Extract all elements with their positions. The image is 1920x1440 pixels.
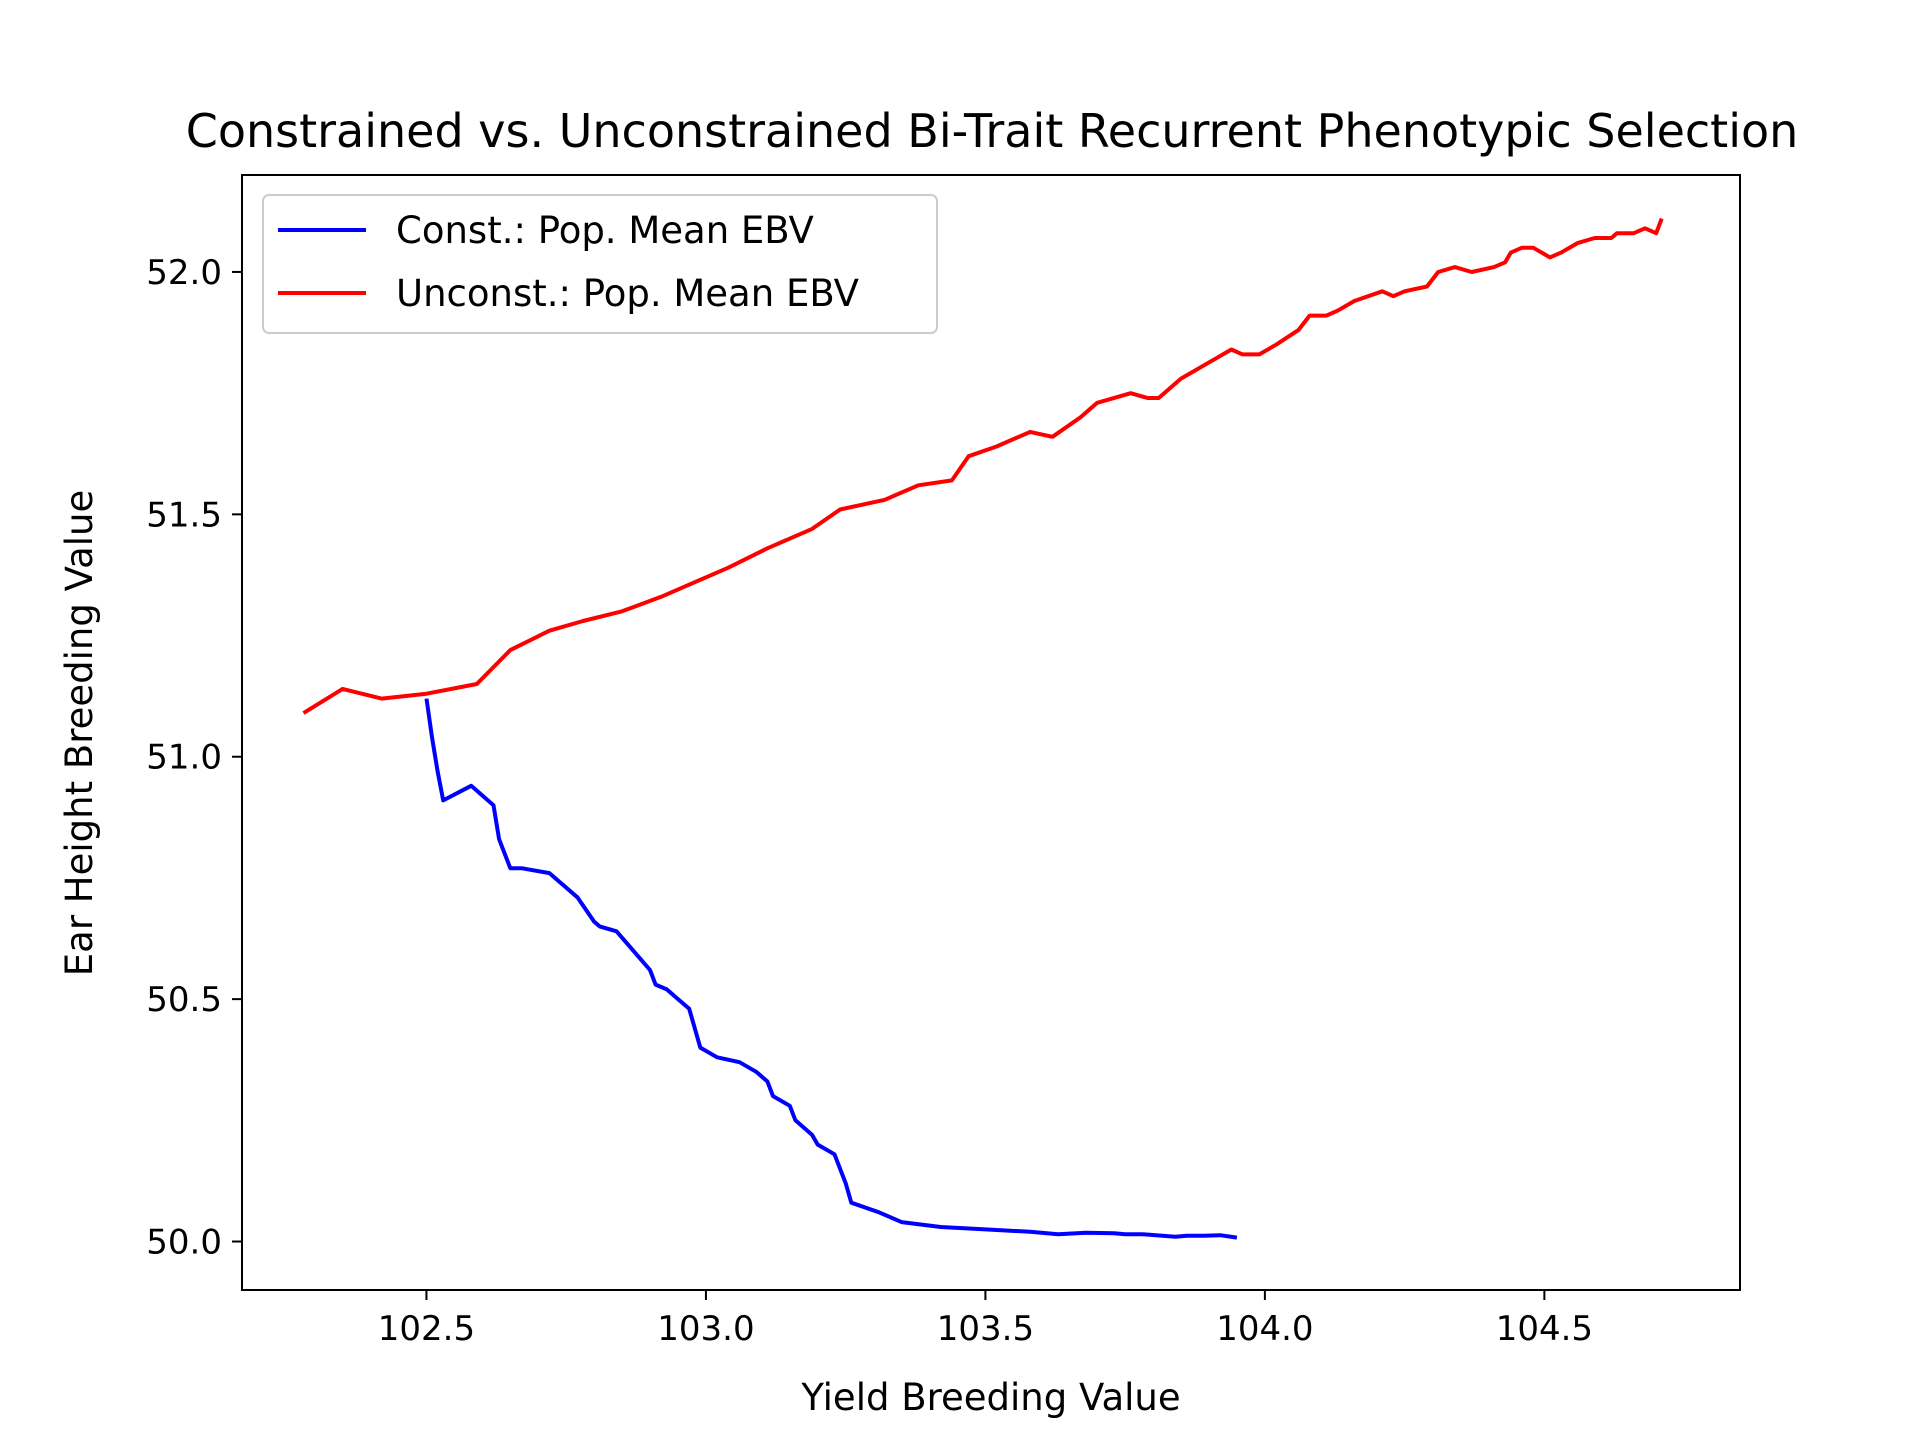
y-tick-label: 50.5 xyxy=(146,980,222,1020)
legend-label-unconst: Unconst.: Pop. Mean EBV xyxy=(396,272,859,315)
x-tick-label: 103.5 xyxy=(937,1309,1034,1349)
y-tick-label: 50.0 xyxy=(146,1223,222,1263)
chart-title: Constrained vs. Unconstrained Bi-Trait R… xyxy=(186,104,1799,158)
legend-box xyxy=(262,194,938,334)
legend: Const.: Pop. Mean EBV Unconst.: Pop. Mea… xyxy=(262,194,938,334)
series-line-1 xyxy=(302,217,1664,715)
y-axis-ticks: 50.0 50.5 51.0 51.5 52.0 xyxy=(146,253,242,1263)
x-axis-ticks: 102.5 103.0 103.5 104.0 104.5 xyxy=(378,1290,1593,1349)
x-tick-label: 104.0 xyxy=(1216,1309,1313,1349)
plot-frame xyxy=(241,174,1741,1291)
series-line-0 xyxy=(424,698,1238,1240)
plot-lines xyxy=(302,217,1664,1240)
x-tick-label: 102.5 xyxy=(378,1309,475,1349)
y-tick-label: 52.0 xyxy=(146,253,222,293)
legend-label-const: Const.: Pop. Mean EBV xyxy=(396,209,814,252)
y-tick-label: 51.0 xyxy=(146,738,222,778)
x-tick-label: 103.0 xyxy=(657,1309,754,1349)
y-tick-label: 51.5 xyxy=(146,495,222,535)
x-tick-label: 104.5 xyxy=(1496,1309,1593,1349)
x-axis-label: Yield Breeding Value xyxy=(800,1376,1180,1419)
y-axis-label: Ear Height Breeding Value xyxy=(58,490,101,976)
